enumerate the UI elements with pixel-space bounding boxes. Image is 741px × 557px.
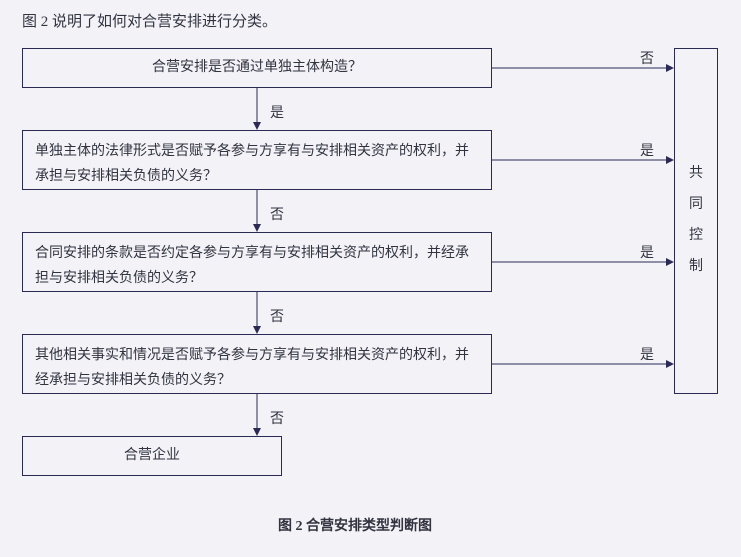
node-result-joint-venture: 合营企业	[22, 436, 282, 476]
label-n2-down: 否	[270, 204, 284, 224]
node-q3: 合同安排的条款是否约定各参与方享有与安排相关资产的权利，并经承担与安排相关负债的…	[22, 232, 492, 292]
label-n1-down: 是	[270, 102, 284, 122]
node-joint-venture-text: 合营企业	[124, 443, 180, 468]
figure-caption: 图 2 合营安排类型判断图	[278, 515, 432, 535]
result-char-1: 共	[689, 159, 703, 190]
node-result-joint-control: 共 同 控 制	[674, 48, 718, 394]
label-n2-right: 是	[640, 140, 654, 160]
result-char-3: 控	[689, 221, 703, 252]
label-n4-down: 否	[270, 408, 284, 428]
node-q3-text: 合同安排的条款是否约定各参与方享有与安排相关资产的权利，并经承担与安排相关负债的…	[35, 246, 469, 286]
node-q4-text: 其他相关事实和情况是否赋予各参与方享有与安排相关资产的权利，并经承担与安排相关负…	[35, 348, 469, 388]
result-char-4: 制	[689, 252, 703, 283]
node-q4: 其他相关事实和情况是否赋予各参与方享有与安排相关资产的权利，并经承担与安排相关负…	[22, 334, 492, 394]
label-n4-right: 是	[640, 344, 654, 364]
label-n1-right: 否	[640, 48, 654, 68]
node-q2-text: 单独主体的法律形式是否赋予各参与方享有与安排相关资产的权利，并承担与安排相关负债…	[35, 144, 469, 184]
node-q1: 合营安排是否通过单独主体构造？	[22, 48, 492, 88]
label-n3-down: 否	[270, 306, 284, 326]
node-q2: 单独主体的法律形式是否赋予各参与方享有与安排相关资产的权利，并承担与安排相关负债…	[22, 130, 492, 190]
label-n3-right: 是	[640, 242, 654, 262]
result-char-2: 同	[689, 190, 703, 221]
node-q1-text: 合营安排是否通过单独主体构造？	[152, 55, 362, 80]
intro-text: 图 2 说明了如何对合营安排进行分类。	[22, 10, 277, 31]
